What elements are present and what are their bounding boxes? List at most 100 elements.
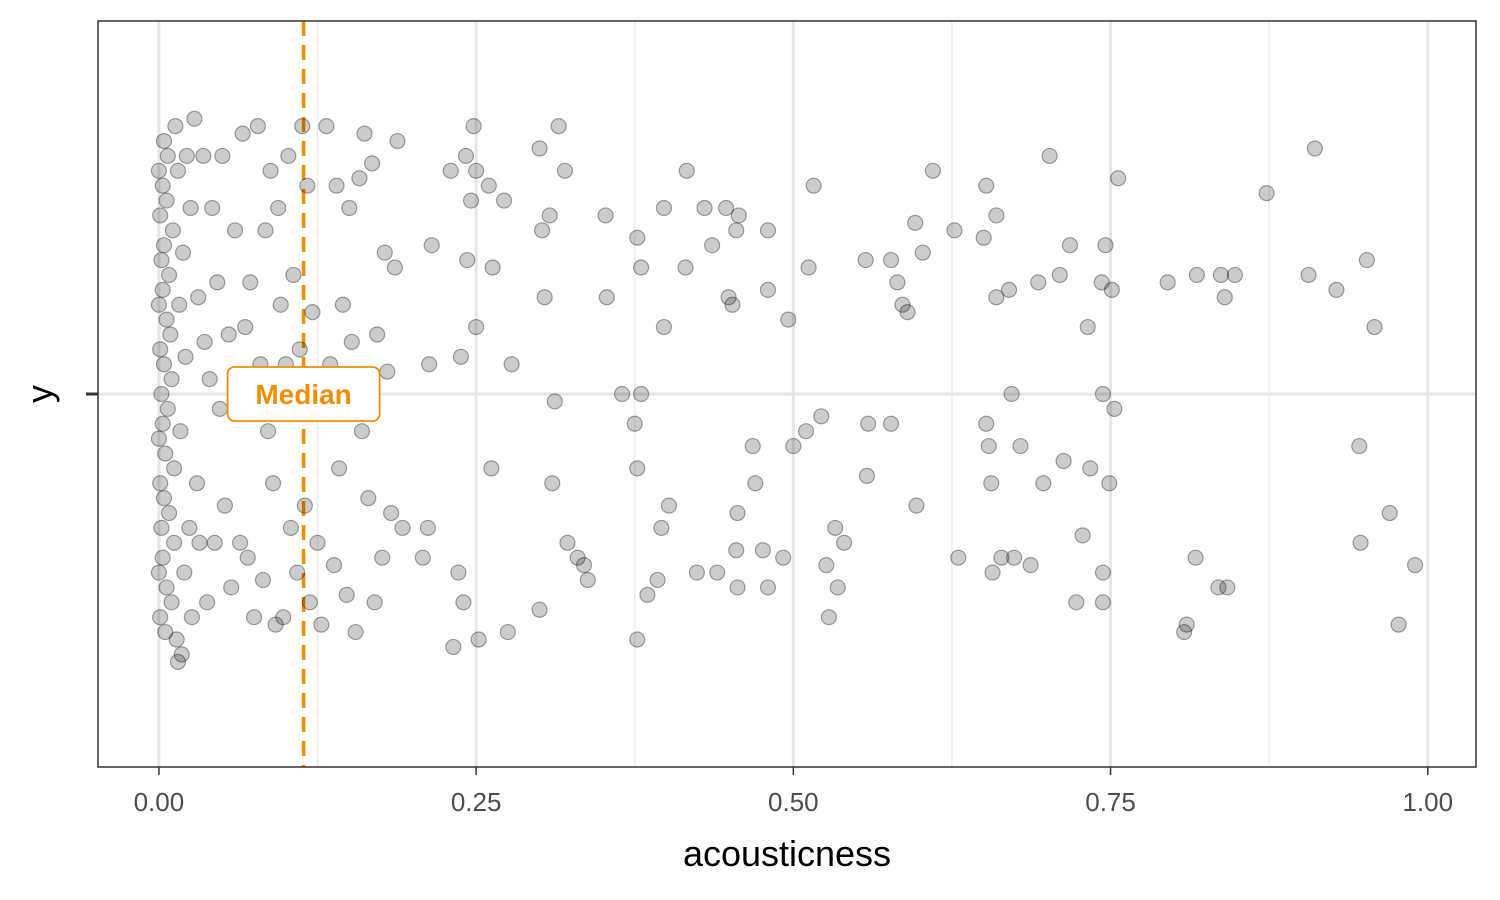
x-axis-title: acousticness [683,833,891,874]
median-label-box [226,366,381,422]
data-point [1022,557,1039,574]
data-point [829,579,846,596]
data-point [154,177,171,194]
y-axis-title: y [19,385,60,403]
data-point [232,534,249,551]
data-point [950,549,967,566]
data-point [1176,623,1193,641]
data-point [1390,616,1407,633]
data-point [414,549,431,566]
data-point [653,519,670,537]
data-point [1106,400,1123,417]
data-point [249,118,266,135]
data-point [717,199,735,217]
data-point [301,594,319,611]
data-point [688,564,706,581]
data-point [155,490,173,507]
data-point [550,118,567,135]
data-point [534,222,551,239]
data-point [1178,616,1195,633]
data-point [457,147,475,165]
data-point [813,408,830,425]
data-point [728,222,745,239]
data-point [163,594,180,611]
data-point [226,222,244,239]
data-point [389,132,406,150]
data-point [178,147,195,165]
data-point [556,162,574,179]
data-point [1094,594,1112,611]
data-point [351,170,368,187]
data-point [152,475,169,492]
data-point [1051,266,1068,284]
data-point [1012,437,1029,455]
data-point [629,631,646,648]
data-point [347,623,364,641]
data-point [1258,185,1275,202]
data-point [152,207,169,224]
data-point [257,222,274,239]
data-point [1212,266,1230,284]
data-point [182,199,199,217]
data-point [459,251,476,269]
data-point [223,579,240,596]
data-point [158,192,175,209]
data-point [1306,140,1323,157]
axes: 0.00 0.25 0.50 0.75 1.00 [86,392,1453,817]
data-point [158,311,175,328]
data-point [1216,289,1233,306]
data-point [356,125,373,142]
data-point [696,199,713,217]
data-point [632,259,650,276]
data-point [785,437,802,455]
data-point [171,296,188,313]
data-point [858,467,876,484]
data-point [296,497,313,514]
data-point [150,296,168,313]
data-point [1351,437,1368,455]
data-point [1035,475,1052,492]
data-point [709,564,726,581]
data-point [546,393,563,410]
data-point [267,616,284,633]
data-point [237,318,254,336]
data-point [1110,170,1127,187]
data-point [155,132,173,150]
data-point [169,653,187,670]
data-point [470,631,487,648]
data-point [649,571,666,589]
data-point [1030,274,1047,291]
data-point [190,289,207,306]
data-point [157,445,174,462]
data-point [452,348,469,365]
data-point [442,162,459,179]
data-point [394,519,411,537]
data-point [334,296,351,313]
data-point [1300,266,1317,284]
data-point [353,423,371,440]
data-point [360,490,377,507]
data-point [183,609,200,626]
data-point [889,274,906,291]
data-point [980,437,997,455]
data-point [304,304,321,321]
data-point [294,118,311,135]
data-point [1068,594,1085,611]
data-point [445,638,462,656]
data-point [860,415,877,432]
data-point [1103,281,1120,298]
data-point [569,549,586,566]
data-point [386,259,404,276]
data-point [613,385,631,403]
data-point [1352,534,1369,551]
data-point [150,564,168,581]
data-point [1079,318,1096,336]
data-point [484,259,501,276]
median-label: Median [255,379,351,410]
data-point [924,162,942,179]
data-point [978,415,995,432]
data-point [328,177,345,194]
data-point [465,118,482,135]
data-point [503,356,520,373]
data-point [598,289,615,306]
